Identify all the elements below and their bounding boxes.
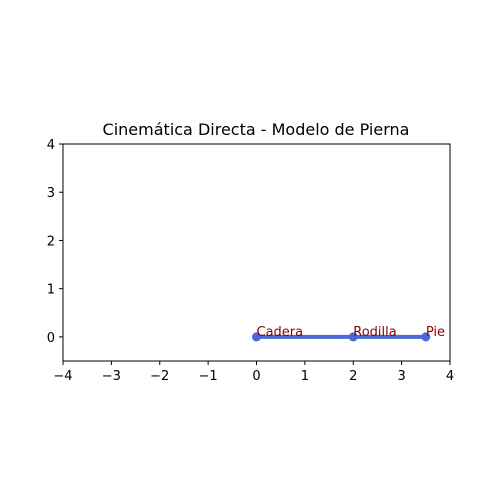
chart-title: Cinemática Directa - Modelo de Pierna [103,120,410,139]
y-tick-label: 4 [47,138,55,153]
y-tick-label: 3 [47,186,55,201]
x-tick-label: 1 [301,369,309,384]
point-label: Cadera [257,325,304,340]
x-tick-label: −1 [199,369,218,384]
y-tick-label: 2 [47,234,55,249]
x-tick-label: 2 [349,369,357,384]
y-tick-label: 0 [47,331,55,346]
point-label: Rodilla [353,325,396,340]
x-tick-label: 0 [252,369,260,384]
x-tick-label: 4 [446,369,454,384]
x-tick-label: −3 [102,369,121,384]
x-tick-label: −4 [53,369,72,384]
x-tick-label: −2 [150,369,169,384]
point-label: Pie [426,325,445,340]
plot-layer: −4 −3 −2 −1 0 1 2 3 4 0 1 2 3 4 Cadera Rodilla Pie [47,138,454,384]
y-tick-label: 1 [47,283,55,298]
x-tick-label: 3 [397,369,405,384]
